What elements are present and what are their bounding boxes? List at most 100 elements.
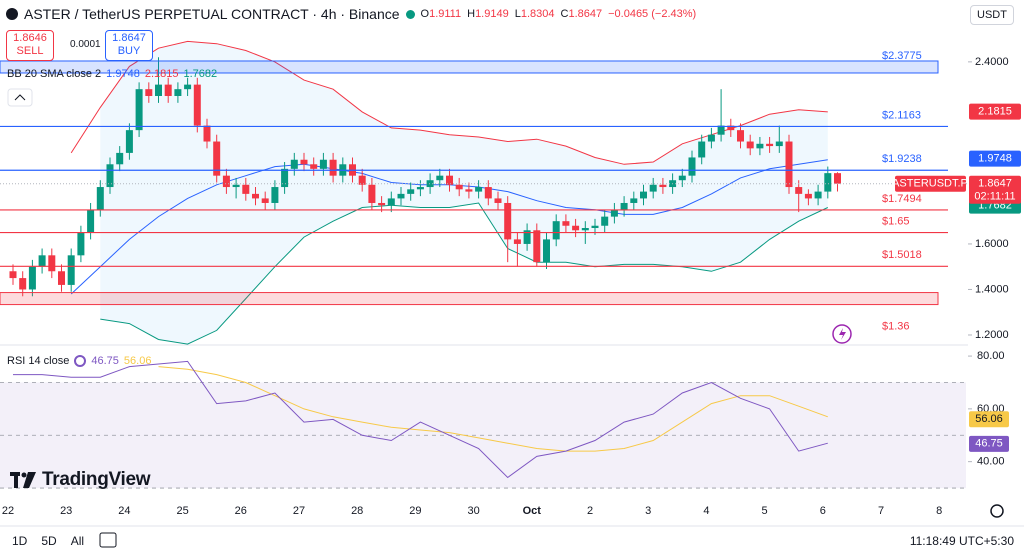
header: ASTER / TetherUS PERPETUAL CONTRACT · 4h… bbox=[6, 6, 696, 22]
ohlc-item: L1.8304 bbox=[515, 8, 555, 20]
candle-body bbox=[824, 173, 832, 192]
ohlc-value: 1.8304 bbox=[520, 8, 555, 20]
candle-body bbox=[397, 193, 405, 199]
level-label: $1.9238 bbox=[882, 153, 922, 165]
clock: 11:18:49 UTC+5:30 bbox=[909, 534, 1014, 548]
candle-body bbox=[581, 228, 589, 231]
candle-body bbox=[552, 221, 560, 240]
ohlc-label: L bbox=[514, 8, 521, 20]
ohlc-value: 1.9111 bbox=[429, 8, 462, 20]
ohlc-item: C1.8647 bbox=[561, 8, 603, 20]
ohlc-label: C bbox=[560, 8, 569, 20]
x-tick-label: 26 bbox=[235, 505, 247, 517]
candle-body bbox=[814, 191, 822, 199]
rsi-y-tick-label: 40.00 bbox=[977, 456, 1005, 468]
candle-body bbox=[319, 159, 327, 169]
candle-body bbox=[649, 184, 657, 192]
ohlc-label: O bbox=[420, 8, 430, 20]
symbol-badge-bg bbox=[895, 175, 966, 192]
symbol-badge: ASTERUSDT.P bbox=[892, 178, 968, 190]
candle-body bbox=[795, 187, 803, 194]
logo-text: TradingView bbox=[42, 469, 151, 490]
candle-body bbox=[135, 89, 143, 131]
candle-body bbox=[174, 89, 182, 97]
calendar-icon[interactable] bbox=[99, 532, 117, 548]
buy-button[interactable]: 1.8647 BUY bbox=[105, 30, 153, 61]
candle-body bbox=[698, 141, 706, 158]
bb-lower-value: 1.7682 bbox=[183, 68, 218, 80]
candle-body bbox=[28, 266, 36, 290]
level-zone bbox=[0, 292, 939, 306]
x-tick-label: 24 bbox=[118, 505, 130, 517]
ohlc-value: 1.9149 bbox=[475, 8, 509, 20]
range-button[interactable]: 1D bbox=[12, 534, 28, 548]
logo-part bbox=[23, 472, 36, 488]
x-tick-label: 25 bbox=[176, 505, 188, 517]
candle-body bbox=[504, 202, 512, 240]
sell-price: 1.8646 bbox=[13, 32, 47, 44]
candle-body bbox=[436, 175, 444, 181]
candle-body bbox=[426, 180, 434, 188]
candle-body bbox=[58, 271, 65, 285]
candle-body bbox=[252, 193, 259, 199]
candle-body bbox=[407, 189, 415, 194]
candle-body bbox=[281, 168, 289, 188]
alert-icon[interactable] bbox=[832, 324, 852, 344]
candle-body bbox=[601, 216, 609, 226]
candle-body bbox=[242, 184, 250, 194]
x-tick-label: 27 bbox=[293, 505, 305, 517]
candle-body bbox=[475, 187, 483, 192]
candle-body bbox=[290, 159, 298, 169]
x-tick-label: 4 bbox=[703, 505, 709, 517]
range-button[interactable]: All bbox=[70, 534, 85, 548]
level-label: $1.5018 bbox=[882, 249, 922, 261]
candle-body bbox=[378, 202, 386, 206]
candle-body bbox=[48, 255, 56, 272]
y-tick-label: 1.4000 bbox=[975, 283, 1009, 295]
candle-body bbox=[96, 187, 104, 210]
bb-lower bbox=[100, 202, 829, 345]
bb-upper-badge-bg bbox=[969, 103, 1021, 120]
candle-body bbox=[271, 187, 279, 203]
candle-body bbox=[717, 125, 725, 135]
logo-part bbox=[14, 472, 18, 488]
candle-body bbox=[804, 193, 812, 199]
x-tick-label: 29 bbox=[409, 505, 421, 517]
rsi-ma-badge: 56.06 bbox=[975, 413, 1003, 425]
bb-basis-value: 1.9748 bbox=[106, 68, 140, 80]
candle-body bbox=[543, 239, 550, 263]
range-button[interactable]: 5D bbox=[41, 534, 57, 548]
bb-upper-badge: 2.1815 bbox=[978, 106, 1012, 118]
x-tick-label: 6 bbox=[820, 505, 826, 517]
candle-body bbox=[484, 187, 492, 199]
price-pane bbox=[9, 40, 841, 345]
rsi-badge: 46.75 bbox=[975, 438, 1003, 450]
candle-body bbox=[562, 221, 570, 226]
status-dot bbox=[405, 9, 415, 19]
candle-body bbox=[688, 157, 696, 176]
countdown: 02:11:11 bbox=[974, 191, 1015, 203]
currency-button[interactable]: USDT bbox=[970, 5, 1014, 25]
candle-body bbox=[213, 141, 221, 176]
candle-body bbox=[232, 184, 240, 188]
level-label: $2.3775 bbox=[882, 50, 922, 62]
candle-body bbox=[446, 175, 453, 185]
candle-body bbox=[640, 191, 647, 199]
ohlc-value: 1.8647 bbox=[568, 8, 603, 20]
candle-body bbox=[87, 209, 95, 233]
bb-background bbox=[100, 41, 828, 345]
x-tick-label: 8 bbox=[936, 505, 942, 517]
y-tick-label: 1.2000 bbox=[975, 329, 1009, 341]
bb-legend: BB 20 SMA close 2 1.9748 2.1815 1.7682 bbox=[7, 68, 217, 80]
candle-body bbox=[116, 152, 124, 165]
candle-body bbox=[727, 125, 735, 131]
collapse-button[interactable] bbox=[7, 88, 33, 107]
candle-body bbox=[164, 84, 172, 97]
rsi-ma-value: 56.06 bbox=[123, 355, 152, 367]
sell-button[interactable]: 1.8646 SELL bbox=[6, 30, 54, 61]
candle-body bbox=[610, 209, 618, 217]
alert-bolt bbox=[839, 328, 846, 340]
settings-icon[interactable] bbox=[990, 504, 1004, 518]
